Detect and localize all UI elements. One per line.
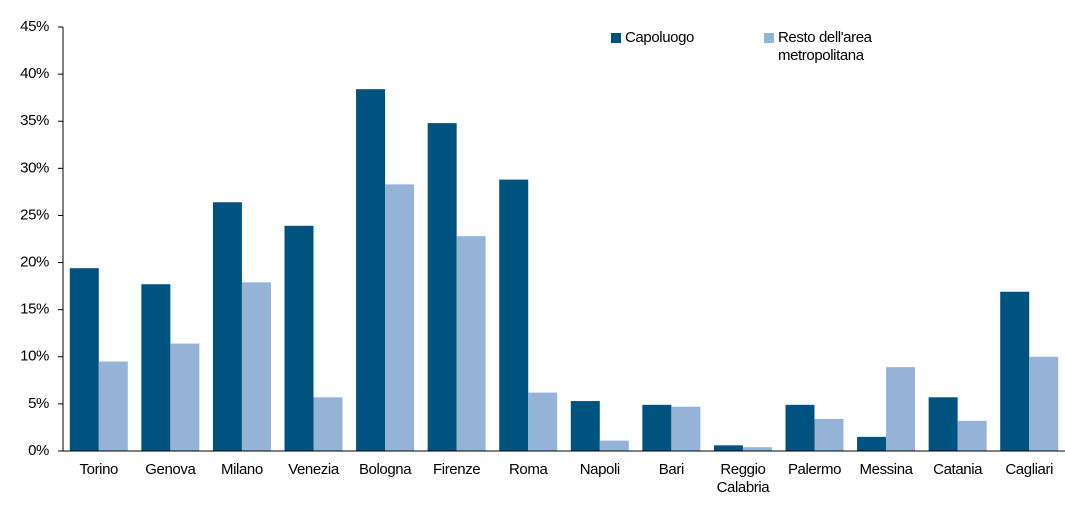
bar bbox=[785, 404, 815, 451]
x-tick-label: Torino bbox=[79, 461, 119, 478]
legend-label: Capoluogo bbox=[625, 29, 694, 46]
y-tick-label: 5% bbox=[28, 395, 49, 412]
x-tick-label: Firenze bbox=[433, 461, 481, 478]
x-tick-label: Palermo bbox=[787, 461, 842, 478]
bar bbox=[570, 401, 600, 451]
bar bbox=[284, 225, 314, 451]
bar bbox=[456, 236, 486, 451]
bar bbox=[385, 184, 415, 451]
bar bbox=[928, 397, 958, 451]
bar bbox=[69, 268, 99, 451]
y-tick-label: 15% bbox=[20, 301, 49, 318]
bar bbox=[356, 89, 386, 451]
bar bbox=[671, 406, 701, 451]
x-tick-label: Venezia bbox=[288, 461, 339, 478]
legend-label: Resto dell'area metropolitana bbox=[778, 29, 872, 64]
x-tick-label: Bari bbox=[658, 461, 684, 478]
x-tick-label: Catania bbox=[933, 461, 983, 478]
y-tick-label: 20% bbox=[20, 254, 49, 271]
y-tick-label: 25% bbox=[20, 206, 49, 223]
bar bbox=[642, 404, 672, 451]
x-tick-label: Messina bbox=[859, 461, 913, 478]
bar bbox=[886, 367, 916, 451]
bar bbox=[857, 436, 887, 451]
bar bbox=[212, 202, 242, 451]
y-tick-label: 40% bbox=[20, 65, 49, 82]
bar bbox=[742, 447, 772, 451]
y-tick-label: 45% bbox=[20, 18, 49, 35]
bar bbox=[599, 440, 629, 451]
x-tick-label: Cagliari bbox=[1005, 461, 1054, 478]
bar bbox=[528, 392, 558, 451]
bar bbox=[98, 361, 128, 451]
y-tick-label: 10% bbox=[20, 348, 49, 365]
x-tick-label: Genova bbox=[145, 461, 196, 478]
bar bbox=[1000, 291, 1030, 451]
bar bbox=[499, 179, 529, 451]
y-tick-label: 30% bbox=[20, 159, 49, 176]
bar bbox=[170, 343, 200, 451]
x-tick-label: Reggio Calabria bbox=[716, 461, 770, 496]
bar bbox=[1029, 356, 1059, 451]
bar bbox=[313, 397, 343, 451]
bar bbox=[814, 418, 844, 451]
bar bbox=[241, 282, 271, 451]
bar bbox=[427, 123, 457, 452]
bar bbox=[141, 284, 171, 451]
x-tick-label: Bologna bbox=[358, 461, 412, 478]
x-tick-label: Napoli bbox=[579, 461, 621, 478]
legend-swatch bbox=[764, 33, 774, 43]
x-tick-label: Roma bbox=[508, 461, 548, 478]
y-tick-label: 35% bbox=[20, 112, 49, 129]
bar bbox=[957, 420, 987, 451]
bar bbox=[713, 445, 743, 451]
y-tick-label: 0% bbox=[28, 442, 49, 459]
x-tick-label: Milano bbox=[221, 461, 263, 478]
legend-swatch bbox=[611, 33, 621, 43]
